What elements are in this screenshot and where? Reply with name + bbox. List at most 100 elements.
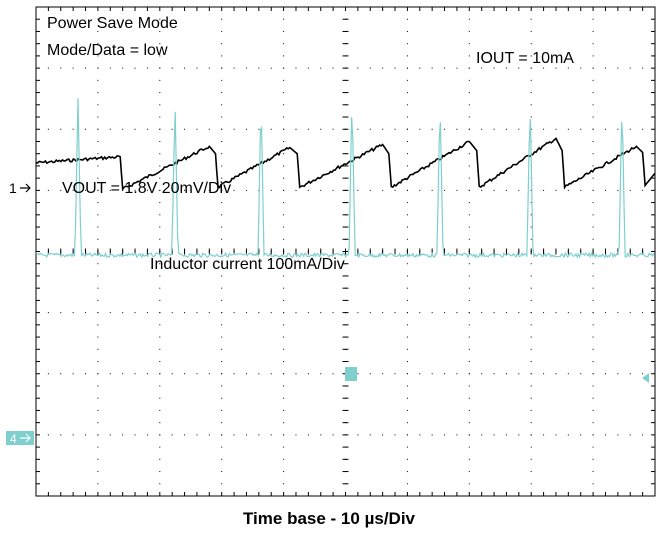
- grid-dot: [555, 128, 557, 130]
- grid-dot: [406, 140, 408, 142]
- grid-dot: [468, 361, 470, 363]
- grid-dot: [97, 263, 99, 265]
- grid-dot: [468, 153, 470, 155]
- grid-dot: [406, 92, 408, 94]
- grid-dot: [419, 189, 421, 191]
- grid-dot: [530, 92, 532, 94]
- grid-dot: [283, 263, 285, 265]
- grid-dot: [406, 202, 408, 204]
- grid-dot: [357, 373, 359, 375]
- grid-dot: [159, 214, 161, 216]
- grid-dot: [307, 373, 309, 375]
- grid-dot: [505, 189, 507, 191]
- grid-dot: [221, 287, 223, 289]
- grid-dot: [134, 373, 136, 375]
- grid-dot: [196, 67, 198, 69]
- grid-dot: [146, 373, 148, 375]
- grid-dot: [431, 373, 433, 375]
- grid-dot: [444, 67, 446, 69]
- grid-dot: [159, 116, 161, 118]
- grid-dot: [382, 189, 384, 191]
- grid-dot: [97, 336, 99, 338]
- grid-dot: [481, 373, 483, 375]
- grid-dot: [431, 312, 433, 314]
- grid-dot: [233, 312, 235, 314]
- grid-dot: [159, 299, 161, 301]
- grid-dot: [72, 128, 74, 130]
- grid-dot: [171, 373, 173, 375]
- grid-dot: [530, 434, 532, 436]
- grid-dot: [530, 226, 532, 228]
- grid-dot: [642, 128, 644, 130]
- grid-dot: [406, 238, 408, 240]
- grid-dot: [617, 189, 619, 191]
- grid-dot: [530, 385, 532, 387]
- grid-dot: [357, 434, 359, 436]
- grid-dot: [406, 153, 408, 155]
- grid-dot: [468, 458, 470, 460]
- grid-dot: [97, 348, 99, 350]
- grid-dot: [270, 189, 272, 191]
- grid-dot: [171, 189, 173, 191]
- grid-dot: [530, 483, 532, 485]
- grid-dot: [419, 312, 421, 314]
- grid-dot: [406, 165, 408, 167]
- grid-dot: [431, 189, 433, 191]
- grid-dot: [221, 422, 223, 424]
- grid-dot: [283, 202, 285, 204]
- grid-dot: [134, 189, 136, 191]
- grid-dot: [97, 373, 99, 375]
- grid-dot: [530, 409, 532, 411]
- grid-dot: [580, 67, 582, 69]
- grid-dot: [283, 446, 285, 448]
- grid-dot: [592, 104, 594, 106]
- grid-dot: [481, 312, 483, 314]
- grid-dot: [592, 214, 594, 216]
- grid-dot: [159, 287, 161, 289]
- grid-dot: [382, 128, 384, 130]
- grid-dot: [518, 189, 520, 191]
- grid-dot: [357, 189, 359, 191]
- grid-dot: [283, 361, 285, 363]
- grid-dot: [97, 226, 99, 228]
- grid-dot: [617, 67, 619, 69]
- grid-dot: [456, 312, 458, 314]
- grid-dot: [258, 128, 260, 130]
- grid-dot: [530, 458, 532, 460]
- grid-dot: [530, 30, 532, 32]
- grid-dot: [283, 324, 285, 326]
- grid-dot: [159, 43, 161, 45]
- grid-dot: [184, 434, 186, 436]
- grid-dot: [221, 18, 223, 20]
- grid-dot: [97, 140, 99, 142]
- grid-dot: [221, 67, 223, 69]
- grid-dot: [518, 434, 520, 436]
- grid-dot: [592, 312, 594, 314]
- grid-dot: [468, 67, 470, 69]
- grid-dot: [171, 67, 173, 69]
- grid-dot: [357, 67, 359, 69]
- grid-dot: [592, 202, 594, 204]
- grid-dot: [468, 128, 470, 130]
- grid-dot: [184, 67, 186, 69]
- grid-dot: [468, 373, 470, 375]
- grid-dot: [468, 397, 470, 399]
- grid-dot: [221, 165, 223, 167]
- grid-dot: [406, 336, 408, 338]
- grid-dot: [159, 275, 161, 277]
- grid-dot: [134, 434, 136, 436]
- grid-dot: [97, 189, 99, 191]
- grid-dot: [97, 116, 99, 118]
- grid-dot: [208, 189, 210, 191]
- grid-dot: [97, 92, 99, 94]
- grid-dot: [406, 67, 408, 69]
- grid-dot: [406, 226, 408, 228]
- grid-dot: [468, 92, 470, 94]
- grid-dot: [159, 153, 161, 155]
- grid-dot: [431, 67, 433, 69]
- grid-dot: [184, 373, 186, 375]
- grid-dot: [592, 79, 594, 81]
- grid-dot: [530, 422, 532, 424]
- grid-dot: [419, 67, 421, 69]
